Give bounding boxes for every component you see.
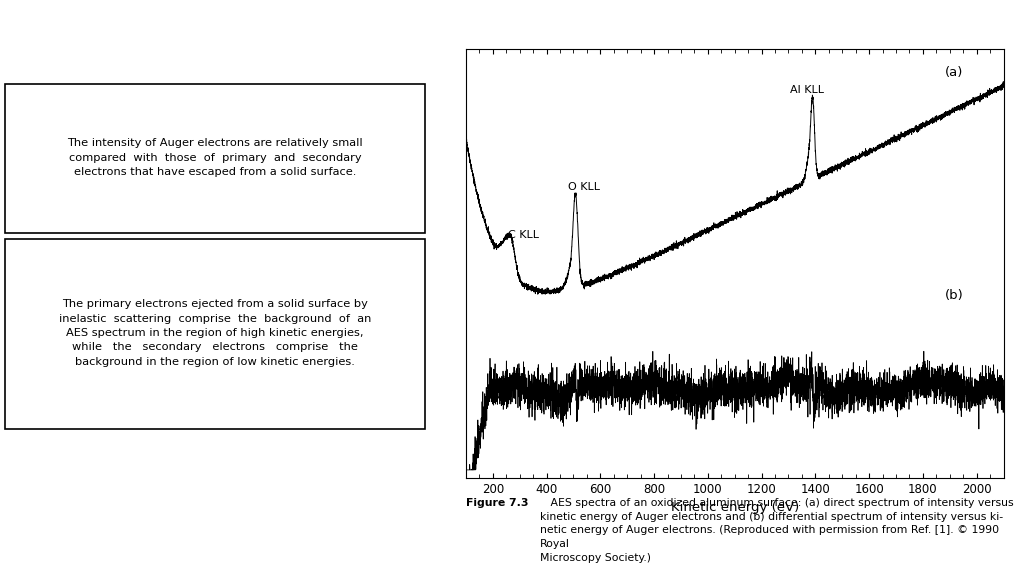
Text: (a): (a)	[944, 66, 963, 79]
Text: AES spectra of an oxidized aluminum surface: (a) direct spectrum of intensity ve: AES spectra of an oxidized aluminum surf…	[540, 498, 1014, 563]
X-axis label: Kinetic energy (eV): Kinetic energy (eV)	[671, 502, 799, 514]
Text: The primary electrons ejected from a solid surface by
inelastic  scattering  com: The primary electrons ejected from a sol…	[58, 299, 372, 367]
Text: C KLL: C KLL	[508, 230, 539, 240]
Text: O KLL: O KLL	[568, 181, 600, 192]
Text: Al KLL: Al KLL	[790, 85, 824, 94]
Text: (b): (b)	[944, 289, 964, 302]
FancyBboxPatch shape	[5, 84, 425, 233]
Text: The intensity of Auger electrons are relatively small
compared  with  those  of : The intensity of Auger electrons are rel…	[68, 138, 362, 177]
Text: Figure 7.3: Figure 7.3	[466, 498, 528, 508]
FancyBboxPatch shape	[5, 239, 425, 429]
